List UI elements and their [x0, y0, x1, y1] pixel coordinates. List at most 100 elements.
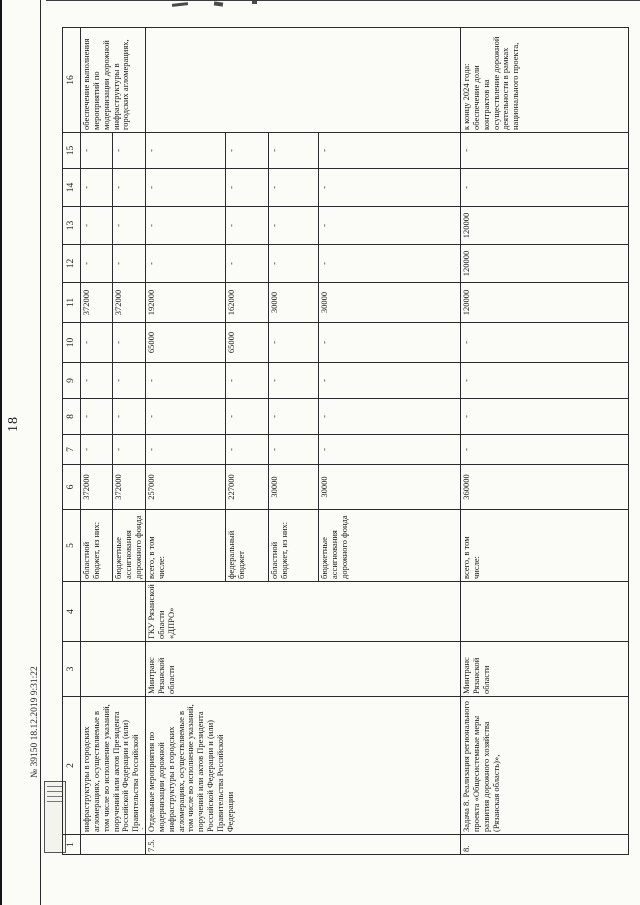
table-row: 7.5. Отдельные мероприятия по модернизац…	[145, 27, 461, 855]
scan-artifact	[252, 1, 257, 4]
value-cell: 30000	[268, 282, 319, 323]
customer-cell	[80, 581, 146, 642]
budget-type-cell: всего, в том числе:	[460, 509, 629, 582]
executor-cell: Минтранс Рязанской области	[460, 641, 629, 697]
value-cell: -	[112, 206, 146, 245]
value-cell: -	[145, 434, 226, 465]
value-cell: 30000	[268, 464, 319, 510]
stamp-line-decor	[47, 791, 63, 792]
scan-artifact	[171, 2, 189, 7]
item-name-cell: Отдельные мероприятия по модернизации до…	[145, 696, 461, 835]
col-number: 12	[62, 244, 81, 283]
value-cell: -	[112, 398, 146, 435]
value-cell: 30000	[318, 464, 461, 510]
value-cell: 120000	[460, 282, 629, 323]
value-cell: 192000	[145, 282, 226, 323]
value-cell: 227000	[225, 464, 269, 510]
value-cell: -	[460, 434, 629, 465]
value-cell: -	[80, 434, 113, 465]
value-cell: -	[80, 168, 113, 207]
value-cell: 372000	[80, 282, 113, 323]
budget-type-cell: бюджетные ассигнования дорожного фонда	[318, 509, 461, 582]
col-number: 14	[62, 168, 81, 207]
value-cell: -	[225, 206, 269, 245]
value-cell: -	[80, 362, 113, 399]
value-cell: -	[460, 132, 629, 169]
value-cell: -	[460, 362, 629, 399]
col-number: 13	[62, 206, 81, 245]
col-number: 2	[62, 696, 81, 835]
col-number: 5	[62, 509, 81, 582]
stamp-line-decor	[47, 786, 63, 787]
program-measures-table: 1 2 3 4 5 6 7 8 9 10 11 12 13 14 15 16	[62, 27, 629, 855]
budget-type-cell: областной бюджет, из них:	[80, 509, 113, 582]
col-number: 9	[62, 362, 81, 399]
value-cell: -	[112, 322, 146, 363]
value-cell: -	[318, 434, 461, 465]
registration-stamp	[44, 781, 66, 853]
col-number: 6	[62, 464, 81, 510]
value-cell: -	[268, 362, 319, 399]
item-number-cell: 7.5.	[145, 834, 461, 855]
value-cell: -	[225, 244, 269, 283]
value-cell: -	[112, 362, 146, 399]
value-cell: -	[225, 362, 269, 399]
value-cell: -	[318, 362, 461, 399]
value-cell: -	[460, 322, 629, 363]
executor-cell: Минтранс Рязанской области	[145, 641, 461, 697]
value-cell: 120000	[460, 244, 629, 283]
col-number: 16	[62, 27, 81, 133]
table-row: 8. Задача 8. Реализация регионального пр…	[460, 27, 629, 855]
item-name-cell: инфраструктуры в городских агломерациях,…	[80, 696, 146, 835]
value-cell: -	[460, 168, 629, 207]
value-cell: 65000	[145, 322, 226, 363]
col-number: 11	[62, 282, 81, 323]
value-cell: -	[225, 168, 269, 207]
value-cell: 30000	[318, 282, 461, 323]
value-cell: -	[80, 244, 113, 283]
value-cell: 65000	[225, 322, 269, 363]
value-cell: -	[145, 244, 226, 283]
value-cell: -	[145, 168, 226, 207]
expected-result-cell	[145, 27, 461, 133]
expected-result-cell: к концу 2024 года: обеспечение доли конт…	[460, 27, 629, 133]
value-cell: -	[80, 132, 113, 169]
value-cell: -	[268, 168, 319, 207]
value-cell: -	[145, 132, 226, 169]
value-cell: 120000	[460, 206, 629, 245]
col-number: 10	[62, 322, 81, 363]
item-name-text: инфраструктуры в городских агломерациях,…	[82, 704, 143, 832]
page-margin-line	[40, 0, 41, 905]
value-cell: 372000	[112, 464, 146, 510]
value-cell: -	[80, 398, 113, 435]
col-number: 4	[62, 581, 81, 642]
item-name-cell: Задача 8. Реализация регионального проек…	[460, 696, 629, 835]
value-cell: -	[460, 398, 629, 435]
table-row: инфраструктуры в городских агломерациях,…	[80, 27, 146, 855]
col-number: 3	[62, 641, 81, 697]
value-cell: -	[112, 168, 146, 207]
value-cell: -	[112, 244, 146, 283]
scan-edge-top	[46, 0, 640, 1]
budget-type-cell: бюджетные ассигнования дорожного фонда	[112, 509, 146, 582]
value-cell: -	[225, 434, 269, 465]
value-cell: -	[268, 206, 319, 245]
value-cell: -	[318, 322, 461, 363]
value-cell: -	[268, 434, 319, 465]
expected-result-cell: обеспечение выполнения мероприятий по мо…	[80, 27, 146, 133]
value-cell: -	[318, 132, 461, 169]
col-number: 1	[62, 834, 81, 855]
rotated-table-container: 1 2 3 4 5 6 7 8 9 10 11 12 13 14 15 16	[62, 27, 629, 855]
value-cell: -	[145, 398, 226, 435]
executor-cell	[80, 641, 146, 697]
stamp-line-decor	[47, 801, 63, 802]
value-cell: -	[318, 244, 461, 283]
col-number: 8	[62, 398, 81, 435]
page-number: 18	[6, 416, 21, 432]
value-cell: 257000	[145, 464, 226, 510]
budget-type-cell: областной бюджет, из них:	[268, 509, 319, 582]
value-cell: -	[80, 322, 113, 363]
col-number: 15	[62, 132, 81, 169]
value-cell: 162000	[225, 282, 269, 323]
value-cell: -	[318, 206, 461, 245]
